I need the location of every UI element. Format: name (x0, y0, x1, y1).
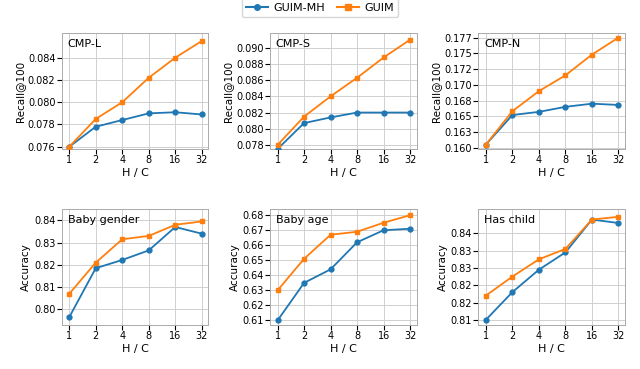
X-axis label: H / C: H / C (330, 168, 356, 178)
Legend: GUIM-MH, GUIM: GUIM-MH, GUIM (241, 0, 399, 17)
Text: CMP-S: CMP-S (276, 39, 311, 49)
Y-axis label: Accuracy: Accuracy (230, 243, 239, 291)
Text: CMP-L: CMP-L (68, 39, 102, 49)
Y-axis label: Recall@100: Recall@100 (431, 61, 442, 122)
Y-axis label: Recall@100: Recall@100 (223, 61, 234, 122)
Text: Baby age: Baby age (276, 215, 328, 225)
X-axis label: H / C: H / C (122, 168, 148, 178)
X-axis label: H / C: H / C (122, 344, 148, 354)
Text: Has child: Has child (484, 215, 535, 225)
X-axis label: H / C: H / C (538, 344, 565, 354)
X-axis label: H / C: H / C (330, 344, 356, 354)
Text: CMP-N: CMP-N (484, 39, 520, 49)
Text: Baby gender: Baby gender (68, 215, 139, 225)
Y-axis label: Accuracy: Accuracy (438, 243, 448, 291)
Y-axis label: Accuracy: Accuracy (21, 243, 31, 291)
X-axis label: H / C: H / C (538, 168, 565, 178)
Y-axis label: Recall@100: Recall@100 (15, 61, 25, 122)
